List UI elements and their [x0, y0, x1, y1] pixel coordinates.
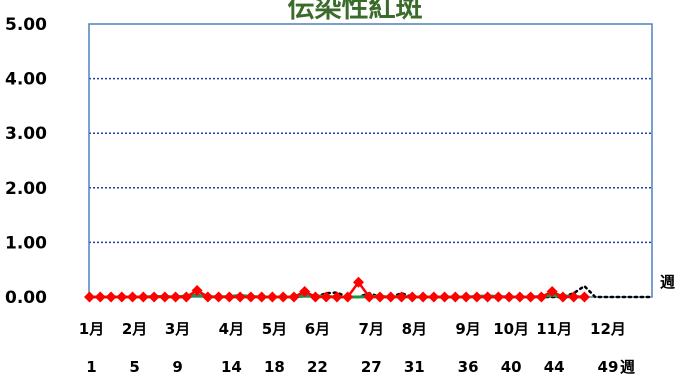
- data-point-marker: [492, 291, 504, 303]
- month-label: 12月: [590, 320, 626, 338]
- data-point-marker: [159, 291, 171, 303]
- data-point-marker: [137, 291, 149, 303]
- week-label: 9: [172, 358, 182, 374]
- week-label: 44: [544, 358, 565, 374]
- data-point-marker: [213, 291, 225, 303]
- grid-lines: [89, 77, 652, 244]
- week-label: 31: [404, 358, 425, 374]
- data-point-marker: [471, 291, 483, 303]
- week-label: 40: [501, 358, 522, 374]
- chart-title: 伝染性紅斑: [288, 0, 423, 24]
- y-tick-label: 4.00: [5, 70, 47, 90]
- x-axis-unit-label: 週: [620, 358, 635, 374]
- month-label: 3月: [165, 320, 190, 338]
- month-label: 9月: [455, 320, 480, 338]
- week-label: 5: [129, 358, 139, 374]
- week-label: 14: [221, 358, 242, 374]
- data-point-marker: [428, 291, 440, 303]
- y-tick-labels: 0.00 1.00 2.00 3.00 4.00 5.00: [5, 15, 47, 308]
- data-point-marker: [309, 291, 321, 303]
- data-point-marker: [417, 291, 429, 303]
- x-axis-label: 週: [660, 273, 675, 291]
- data-point-marker: [449, 291, 461, 303]
- data-point-marker: [557, 291, 569, 303]
- month-label: 10月: [493, 320, 529, 338]
- month-label: 11月: [536, 320, 572, 338]
- data-point-marker: [266, 291, 278, 303]
- data-point-marker: [245, 291, 257, 303]
- month-label: 4月: [219, 320, 244, 338]
- data-point-marker: [170, 291, 182, 303]
- plot-frame: [88, 23, 653, 298]
- data-point-marker: [406, 291, 418, 303]
- month-labels: 1月 2月 3月 4月 5月 6月 7月 8月 9月 10月 11月 12月: [79, 320, 626, 338]
- data-point-marker: [223, 291, 235, 303]
- month-label: 2月: [122, 320, 147, 338]
- data-point-marker: [331, 291, 343, 303]
- data-point-marker: [352, 276, 364, 288]
- data-point-marker: [363, 291, 375, 303]
- data-point-marker: [288, 291, 300, 303]
- y-tick-label: 5.00: [5, 15, 47, 35]
- data-point-marker: [482, 291, 494, 303]
- month-label: 1月: [79, 320, 104, 338]
- data-point-marker: [503, 291, 515, 303]
- data-point-marker: [342, 291, 354, 303]
- data-point-marker: [202, 291, 214, 303]
- data-point-marker: [568, 291, 580, 303]
- y-tick-label: 2.00: [5, 179, 47, 199]
- data-point-marker: [546, 286, 558, 298]
- week-label: 27: [361, 358, 382, 374]
- data-point-marker: [127, 291, 139, 303]
- month-label: 5月: [262, 320, 287, 338]
- week-labels: 1 5 9 14 18 22 27 31 36 40 44 49 週: [86, 358, 635, 374]
- y-tick-label: 1.00: [5, 233, 47, 253]
- data-point-marker: [148, 291, 160, 303]
- data-point-marker: [385, 291, 397, 303]
- week-label: 18: [264, 358, 285, 374]
- data-point-marker: [514, 291, 526, 303]
- y-tick-label: 0.00: [5, 288, 47, 308]
- data-point-marker: [578, 291, 590, 303]
- data-point-marker: [374, 291, 386, 303]
- data-point-marker: [116, 291, 128, 303]
- data-point-marker: [525, 291, 537, 303]
- month-label: 7月: [359, 320, 384, 338]
- data-point-marker: [396, 291, 408, 303]
- y-tick-label: 3.00: [5, 124, 47, 144]
- data-point-marker: [256, 291, 268, 303]
- week-label: 36: [458, 358, 479, 374]
- week-label: 1: [86, 358, 96, 374]
- series-layer: [84, 276, 651, 303]
- data-point-marker: [105, 291, 117, 303]
- data-point-marker: [535, 291, 547, 303]
- data-point-marker: [234, 291, 246, 303]
- week-label: 49: [598, 358, 619, 374]
- data-point-marker: [94, 291, 106, 303]
- data-point-marker: [277, 291, 289, 303]
- week-label: 22: [307, 358, 328, 374]
- data-point-marker: [180, 291, 192, 303]
- month-label: 6月: [305, 320, 330, 338]
- data-point-marker: [460, 291, 472, 303]
- month-label: 8月: [402, 320, 427, 338]
- data-point-marker: [84, 291, 95, 303]
- data-point-marker: [320, 291, 332, 303]
- data-point-marker: [299, 286, 311, 298]
- data-point-marker: [439, 291, 451, 303]
- data-point-marker: [191, 284, 203, 296]
